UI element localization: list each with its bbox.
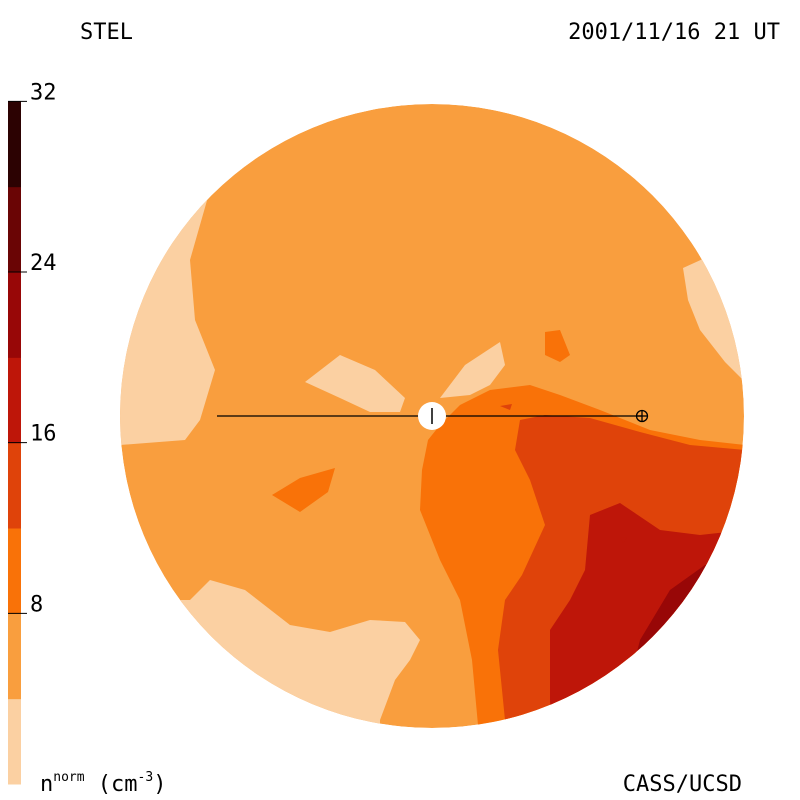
colorbar-band [8,357,21,444]
contour-fleck [500,404,512,410]
colorbar-band [8,613,21,700]
contour-region-light [305,355,405,412]
unit-close: ) [153,772,167,797]
colorbar-band [8,442,21,529]
instrument-label: STEL [80,20,133,45]
colorbar-band [8,272,21,358]
colorbar-unit-label: nnorm (cm-3) [40,771,167,797]
colorbar-tick-label: 32 [30,80,57,105]
colorbar-tick-label: 8 [30,592,43,617]
colorbar-band [8,186,21,273]
contour-region-orange [545,330,570,362]
unit-open: (cm [84,772,138,797]
colorbar-tick-label: 24 [30,251,57,276]
colorbar-tick-label: 16 [30,422,57,447]
colorbar: 8 16 24 32 [8,80,57,785]
unit-base: n [40,772,54,797]
credit-label: CASS/UCSD [622,772,742,797]
contour-region-orange [272,468,335,512]
unit-superscript: norm [53,770,85,785]
colorbar-band [8,698,21,785]
date-time-label: 2001/11/16 21 UT [568,20,780,45]
unit-exponent: -3 [137,770,154,785]
colorbar-band [8,528,21,614]
contour-fleck [620,537,627,543]
density-disc [120,104,744,728]
colorbar-band [8,101,21,188]
contour-region-light [120,190,215,445]
contour-region-light [440,342,505,398]
earth-icon [635,409,649,423]
